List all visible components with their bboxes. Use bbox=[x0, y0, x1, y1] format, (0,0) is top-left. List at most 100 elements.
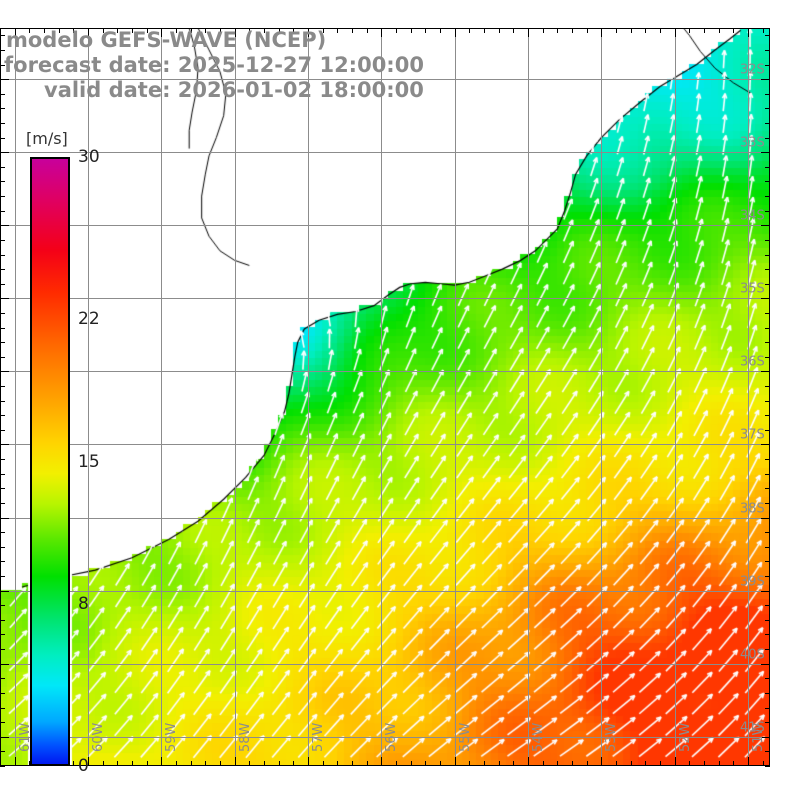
tick-right bbox=[765, 181, 770, 182]
tick-bottom bbox=[161, 757, 162, 766]
tick-right bbox=[765, 196, 770, 197]
tick-bottom bbox=[513, 761, 514, 766]
tick-top bbox=[660, 28, 661, 33]
tick-top bbox=[572, 28, 573, 33]
tick-right bbox=[765, 415, 770, 416]
tick-left bbox=[0, 284, 5, 285]
tick-top bbox=[411, 28, 412, 33]
tick-bottom bbox=[660, 761, 661, 766]
tick-bottom bbox=[205, 761, 206, 766]
grid-line-lat bbox=[0, 518, 770, 519]
tick-bottom bbox=[88, 757, 89, 766]
tick-right bbox=[765, 708, 770, 709]
tick-right bbox=[761, 79, 770, 80]
tick-bottom bbox=[411, 761, 412, 766]
tick-left bbox=[0, 751, 5, 752]
tick-bottom bbox=[733, 761, 734, 766]
tick-right bbox=[761, 152, 770, 153]
tick-left bbox=[0, 737, 9, 738]
grid-line-lon bbox=[161, 28, 162, 766]
tick-top bbox=[161, 28, 162, 37]
tick-left bbox=[0, 152, 9, 153]
lon-label: 55W bbox=[457, 722, 473, 752]
tick-right bbox=[765, 342, 770, 343]
tick-left bbox=[0, 328, 5, 329]
tick-right bbox=[761, 298, 770, 299]
tick-bottom bbox=[469, 761, 470, 766]
tick-left bbox=[0, 79, 9, 80]
tick-bottom bbox=[396, 761, 397, 766]
tick-right bbox=[765, 605, 770, 606]
tick-top bbox=[88, 28, 89, 37]
tick-top bbox=[235, 28, 236, 37]
lon-label: 51W bbox=[751, 722, 766, 752]
tick-right bbox=[765, 123, 770, 124]
tick-top bbox=[469, 28, 470, 33]
tick-top bbox=[455, 28, 456, 37]
tick-top bbox=[29, 28, 30, 33]
tick-top bbox=[645, 28, 646, 33]
grid-line-lat bbox=[0, 225, 770, 226]
map-plot-area bbox=[0, 28, 770, 766]
grid-line-lon bbox=[15, 28, 16, 766]
tick-left bbox=[0, 123, 5, 124]
tick-bottom bbox=[704, 761, 705, 766]
lon-label: 54W bbox=[531, 722, 546, 752]
tick-top bbox=[293, 28, 294, 33]
tick-left bbox=[0, 444, 9, 445]
tick-top bbox=[205, 28, 206, 33]
tick-bottom bbox=[631, 761, 632, 766]
tick-left bbox=[0, 474, 5, 475]
tick-bottom bbox=[763, 761, 764, 766]
tick-bottom bbox=[543, 761, 544, 766]
tick-top bbox=[0, 28, 1, 33]
tick-bottom bbox=[0, 761, 1, 766]
colorbar-unit-label: [m/s] bbox=[26, 129, 68, 148]
lon-label: 58W bbox=[237, 722, 253, 752]
tick-top bbox=[484, 28, 485, 33]
tick-top bbox=[543, 28, 544, 33]
tick-top bbox=[103, 28, 104, 33]
tick-right bbox=[765, 430, 770, 431]
tick-top bbox=[132, 28, 133, 33]
tick-right bbox=[765, 328, 770, 329]
lat-label: 41S bbox=[740, 720, 765, 736]
grid-line-lat bbox=[0, 737, 770, 738]
tick-bottom bbox=[484, 761, 485, 766]
wind-field-raster bbox=[0, 28, 770, 766]
tick-bottom bbox=[220, 761, 221, 766]
tick-right bbox=[761, 664, 770, 665]
tick-right bbox=[765, 532, 770, 533]
tick-bottom bbox=[528, 757, 529, 766]
tick-bottom bbox=[557, 761, 558, 766]
tick-left bbox=[0, 459, 5, 460]
tick-right bbox=[765, 211, 770, 212]
tick-bottom bbox=[15, 757, 16, 766]
tick-right bbox=[765, 766, 770, 767]
tick-left bbox=[0, 167, 5, 168]
tick-top bbox=[440, 28, 441, 33]
lat-label: 40S bbox=[740, 647, 765, 663]
tick-right bbox=[765, 503, 770, 504]
grid-line-lat bbox=[0, 591, 770, 592]
tick-left bbox=[0, 605, 5, 606]
tick-top bbox=[557, 28, 558, 33]
tick-left bbox=[0, 225, 9, 226]
grid-line-lon bbox=[381, 28, 382, 766]
grid-line-lat bbox=[0, 444, 770, 445]
grid-line-lon bbox=[235, 28, 236, 766]
grid-line-lat bbox=[0, 152, 770, 153]
tick-right bbox=[761, 591, 770, 592]
tick-bottom bbox=[293, 761, 294, 766]
tick-left bbox=[0, 664, 9, 665]
tick-left bbox=[0, 693, 5, 694]
tick-top bbox=[631, 28, 632, 33]
tick-top bbox=[367, 28, 368, 33]
colorbar-tick-label: 0 bbox=[78, 756, 89, 776]
tick-left bbox=[0, 138, 5, 139]
tick-left bbox=[0, 620, 5, 621]
colorbar-tick-label: 15 bbox=[78, 451, 100, 472]
tick-top bbox=[748, 28, 749, 37]
tick-right bbox=[765, 240, 770, 241]
grid-line-lon bbox=[528, 28, 529, 766]
